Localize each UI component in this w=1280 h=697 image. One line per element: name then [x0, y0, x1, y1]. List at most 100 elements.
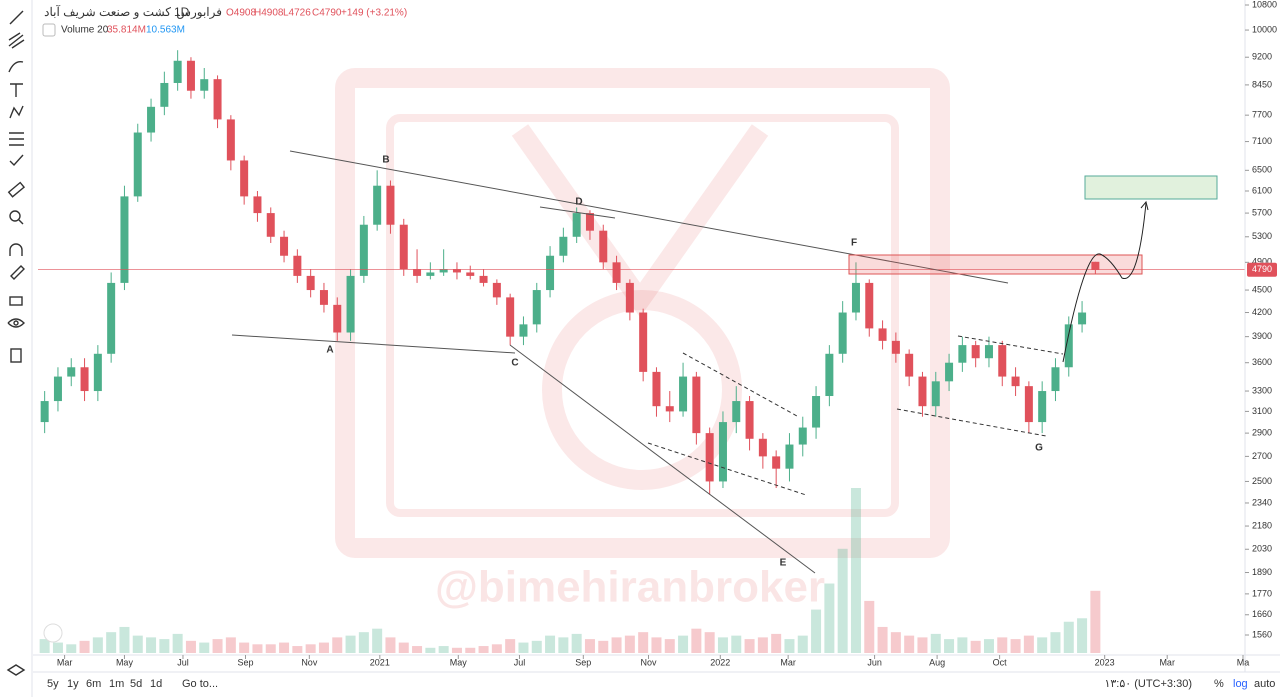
range-button[interactable]: 6m: [86, 678, 101, 690]
ohlc-change: +149 (+3.21%): [341, 8, 407, 19]
range-button[interactable]: 5d: [130, 678, 142, 690]
volume-bar: [1077, 618, 1088, 653]
logo-button[interactable]: [43, 623, 63, 643]
volume-bar: [385, 637, 396, 653]
collapse-button[interactable]: [42, 23, 56, 37]
volume-bar: [52, 642, 63, 653]
y-tick-label: 10800: [1252, 0, 1277, 9]
candle-body: [67, 367, 76, 377]
candle-body: [772, 456, 781, 469]
candle-body: [133, 132, 142, 197]
annotation-label: F: [851, 238, 857, 249]
candle-body: [878, 328, 887, 341]
tool-icons[interactable]: [6, 10, 26, 676]
volume-bar: [731, 635, 742, 653]
candle-body: [665, 406, 674, 412]
volume-bar: [784, 639, 795, 653]
volume-bar: [358, 632, 369, 653]
volume-bar: [571, 633, 582, 653]
x-tick-label: Ma: [1237, 657, 1250, 667]
candle-body: [80, 367, 89, 392]
x-tick-label: May: [450, 657, 468, 667]
volume-bar: [864, 600, 875, 653]
ohlc-open: O4908: [226, 8, 256, 19]
volume-bar: [824, 583, 835, 653]
range-button[interactable]: 1y: [67, 678, 79, 690]
volume-bar: [850, 488, 861, 653]
volume-bar: [412, 646, 423, 653]
y-tick-label: 1660: [1252, 609, 1272, 619]
volume-bar: [771, 633, 782, 653]
x-tick-label: Jul: [514, 657, 526, 667]
candle-body: [306, 275, 315, 291]
volume-bar: [92, 637, 103, 653]
candle-body: [506, 297, 515, 337]
y-tick-label: 5700: [1252, 207, 1272, 217]
y-tick-label: 3600: [1252, 357, 1272, 367]
candle-body: [745, 401, 754, 439]
goto-button[interactable]: Go to...: [182, 678, 218, 690]
auto-toggle[interactable]: auto: [1254, 678, 1275, 690]
volume-title: Volume 20: [61, 25, 109, 36]
candle-body: [399, 224, 408, 270]
symbol: کشت و صنعت شریف آباد: [44, 4, 171, 19]
annotation-label: G: [1035, 443, 1043, 454]
volume-bar: [691, 628, 702, 653]
volume-bar: [172, 633, 183, 653]
candle-body: [891, 340, 900, 354]
volume-bar: [1023, 635, 1034, 653]
candle-body: [838, 312, 847, 354]
volume-bar: [292, 646, 303, 653]
clock: ۱۳:۵۰ (UTC+3:30): [1104, 678, 1192, 690]
candle-body: [147, 106, 156, 133]
legend: کشت و صنعت شریف آباد 1D فرابورس O4908 H4…: [42, 4, 407, 37]
x-tick-label: Jun: [867, 657, 882, 667]
y-tick-label: 6500: [1252, 165, 1272, 175]
x-tick-label: May: [116, 657, 134, 667]
candle-body: [253, 196, 262, 214]
volume-bar: [119, 626, 130, 653]
y-tick-label: 2180: [1252, 520, 1272, 530]
volume-bar: [265, 644, 276, 653]
range-button[interactable]: 1d: [150, 678, 162, 690]
candle-body: [93, 353, 102, 392]
last-price-label: 4790: [1252, 264, 1272, 274]
candle-body: [705, 433, 714, 482]
candle-body: [492, 282, 501, 298]
x-tick-label: 2022: [710, 657, 730, 667]
range-button[interactable]: 1m: [109, 678, 124, 690]
candle-body: [452, 269, 461, 273]
volume-bar: [212, 639, 223, 653]
candle-body: [599, 230, 608, 263]
range-button[interactable]: 5y: [47, 678, 59, 690]
x-tick-label: Sep: [237, 657, 253, 667]
drawings: [231, 150, 1218, 574]
volume-bar: [811, 609, 822, 653]
candle-body: [333, 304, 342, 333]
candle-body: [173, 60, 182, 83]
candle-body: [1038, 391, 1047, 423]
volume-bar: [638, 632, 649, 653]
volume-bar: [904, 635, 915, 653]
volume-bar: [624, 635, 635, 653]
candle-body: [732, 401, 741, 423]
candle-body: [240, 160, 249, 197]
candle-body: [692, 376, 701, 434]
log-toggle[interactable]: log: [1233, 678, 1248, 690]
y-tick-label: 1890: [1252, 567, 1272, 577]
candle-body: [945, 362, 954, 382]
volume-bar: [106, 632, 117, 653]
y-tick-label: 1560: [1252, 629, 1272, 639]
candle-body: [812, 396, 821, 428]
volume-bar: [146, 637, 157, 653]
candle-body: [466, 272, 475, 276]
percent-toggle[interactable]: %: [1214, 678, 1224, 690]
candle-body: [971, 345, 980, 359]
x-tick-label: Mar: [780, 657, 796, 667]
y-tick-label: 7100: [1252, 136, 1272, 146]
y-tick-label: 4900: [1252, 257, 1272, 267]
x-tick-label: 2023: [1095, 657, 1115, 667]
candle-body: [798, 427, 807, 445]
volume-bar: [465, 647, 476, 653]
annotation-label: B: [382, 155, 389, 166]
